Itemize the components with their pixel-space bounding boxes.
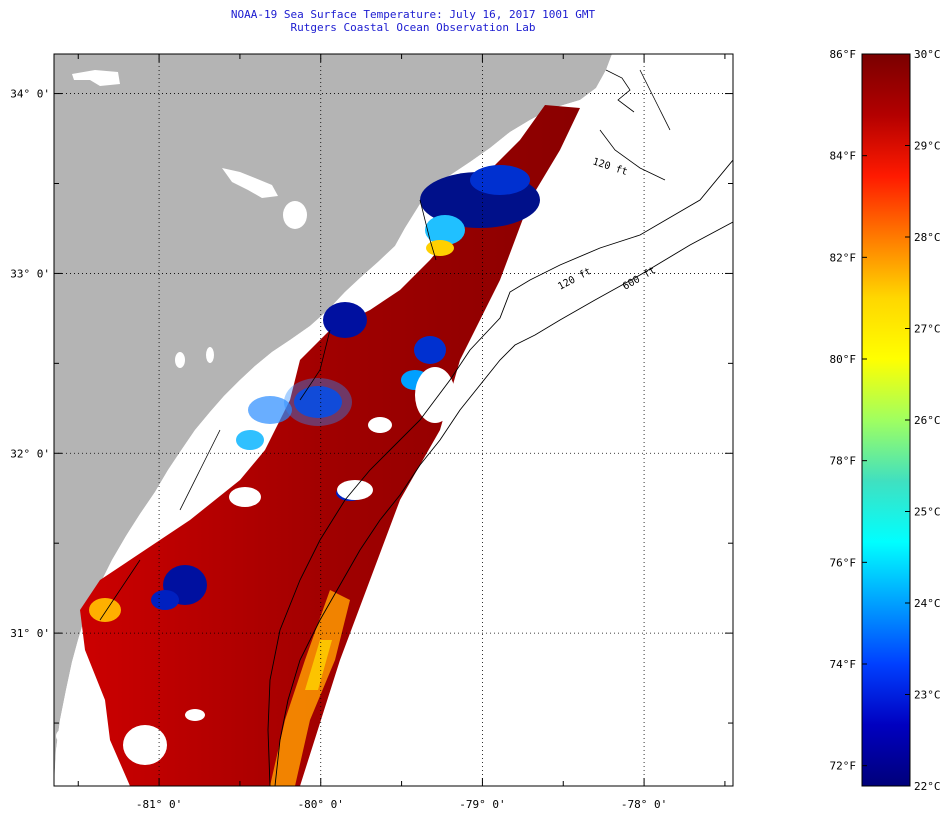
lon-tick-label: -80° 0' [298, 798, 344, 811]
cold-patches [89, 165, 540, 622]
inland-water [56, 70, 307, 744]
fahrenheit-label: 76°F [830, 556, 857, 569]
celsius-label: 23°C [914, 689, 941, 702]
lat-tick-label: 33° 0' [10, 267, 50, 280]
land-mass [54, 54, 612, 786]
colorbar [861, 53, 911, 787]
celsius-label: 27°C [914, 323, 941, 336]
celsius-label: 26°C [914, 414, 941, 427]
lat-tick-label: 31° 0' [10, 627, 50, 640]
fahrenheit-label: 74°F [830, 658, 857, 671]
fahrenheit-label: 86°F [830, 48, 857, 61]
celsius-label: 22°C [914, 780, 941, 793]
map-title: NOAA-19 Sea Surface Temperature: July 16… [230, 8, 596, 21]
coastline-detail [99, 69, 671, 621]
sst-swath [80, 105, 580, 786]
map-content: 120 ft 600 ft 120 ft [54, 54, 733, 786]
lat-tick-label: 32° 0' [10, 447, 50, 460]
celsius-label: 25°C [914, 506, 941, 519]
fahrenheit-label: 82°F [830, 251, 857, 264]
contour-600ft [274, 221, 733, 786]
celsius-label: 28°C [914, 231, 941, 244]
fahrenheit-label: 72°F [830, 760, 857, 773]
map-border [53, 53, 734, 787]
axis-ticks: -81° 0' -80° 0' -79° 0' -78° 0' 34° 0' 33° 0'… [10, 54, 733, 811]
lon-tick-label: -81° 0' [136, 798, 182, 811]
celsius-label: 30°C [914, 48, 941, 61]
fahrenheit-label: 84°F [830, 150, 857, 163]
colorbar-labels: 30°C 29°C 28°C 27°C 26°C 25°C 24°C 23°C 22°C 86°F… [830, 48, 941, 793]
fahrenheit-label: 80°F [830, 353, 857, 366]
lon-tick-label: -78° 0' [621, 798, 667, 811]
lat-tick-label: 34° 0' [10, 88, 50, 101]
contour-120ft [267, 159, 733, 786]
map-subtitle: Rutgers Coastal Ocean Observation Lab [290, 21, 536, 34]
lon-tick-label: -79° 0' [459, 798, 505, 811]
celsius-label: 29°C [914, 140, 941, 153]
warm-core [305, 640, 332, 690]
cloud-holes [123, 367, 455, 765]
celsius-label: 24°C [914, 597, 941, 610]
fahrenheit-label: 78°F [830, 455, 857, 468]
